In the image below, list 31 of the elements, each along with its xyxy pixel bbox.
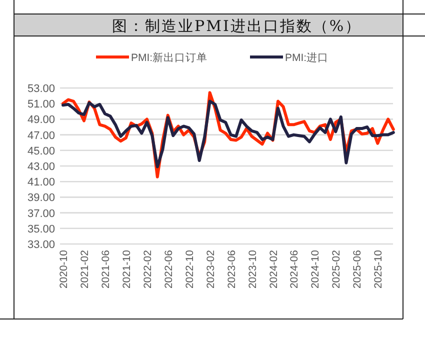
x-tick-label: 2023-10 [246, 250, 259, 289]
x-tick-label: 2025-06 [352, 250, 364, 289]
y-tick-label: 47.00 [27, 130, 55, 142]
line-series [62, 100, 395, 168]
y-tick-label: 49.00 [27, 114, 55, 126]
x-tick-label: 2021-06 [100, 250, 112, 289]
y-tick-label: 37.00 [27, 208, 55, 220]
y-tick-label: 53.00 [27, 83, 55, 95]
y-tick-label: 35.00 [27, 223, 55, 236]
x-tick-label: 2025-10 [372, 250, 385, 289]
x-tick-label: 2024-06 [288, 250, 301, 289]
x-tick-label: 2022-06 [162, 250, 175, 289]
x-tick-label: 2020-10 [58, 250, 70, 289]
x-tick-label: 2022-10 [184, 250, 196, 289]
x-tick-label: 2025-02 [330, 250, 343, 289]
legend-label: PMI:新出口订单 [131, 51, 208, 64]
y-tick-label: 39.00 [27, 192, 55, 204]
x-tick-label: 2022-02 [142, 250, 154, 289]
x-tick-label: 2023-02 [204, 250, 217, 289]
x-tick-label: 2023-06 [226, 250, 238, 289]
x-tick-label: 2021-02 [78, 250, 91, 289]
x-tick-label: 2021-10 [120, 250, 133, 289]
legend-label: PMI:进口 [285, 51, 329, 64]
y-tick-label: 33.00 [27, 239, 55, 251]
y-tick-label: 41.00 [27, 176, 55, 189]
y-tick-label: 51.00 [27, 98, 55, 111]
chart-title: 图：制造业PMI进出口指数（%） [112, 17, 362, 35]
x-tick-label: 2024-02 [268, 250, 280, 289]
y-tick-label: 45.00 [27, 145, 55, 158]
x-tick-label: 2024-10 [310, 250, 322, 289]
y-tick-label: 43.00 [27, 161, 55, 173]
